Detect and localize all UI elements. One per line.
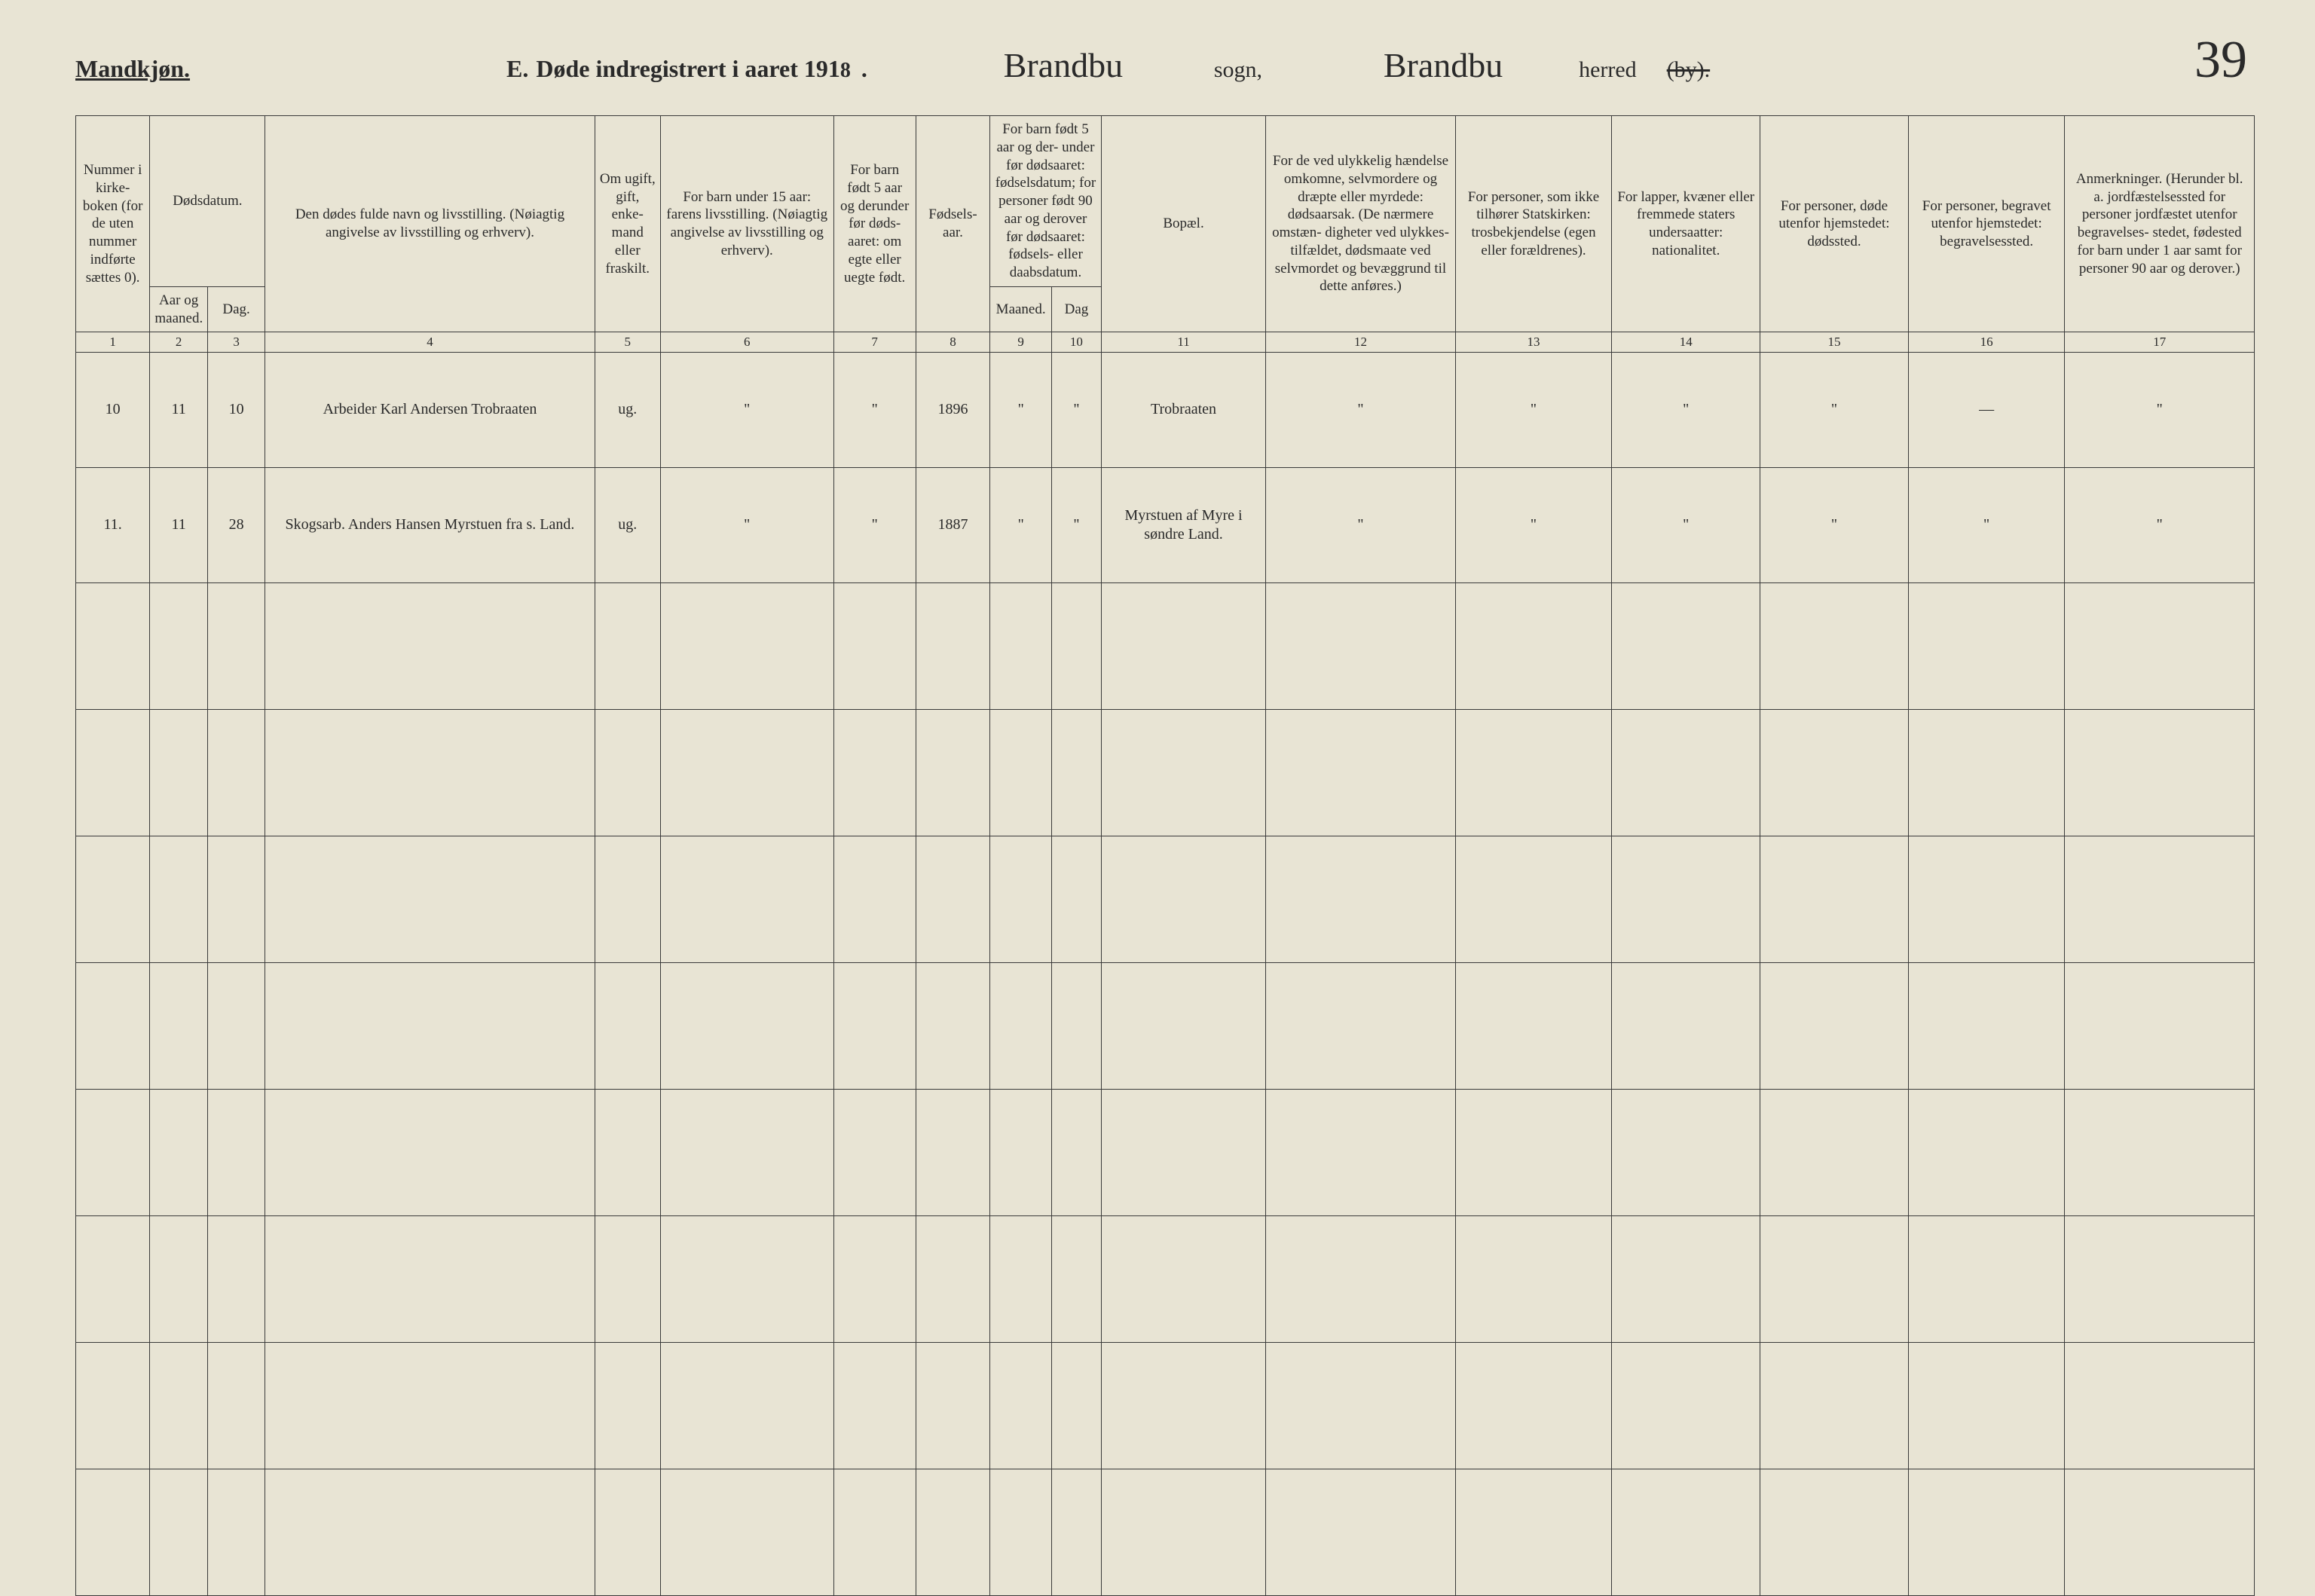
cell-c7: " [833,467,916,582]
colnum-11: 11 [1101,332,1266,352]
cell-c12: " [1266,352,1455,467]
table-body: 10 11 10 Arbeider Karl Andersen Trobraat… [76,352,2255,1595]
cell-num: 10 [76,352,150,467]
gender-heading: Mandkjøn. [75,55,190,83]
col-12-header: For de ved ulykkelig hændelse omkomne, s… [1266,116,1455,332]
cell-c7: " [833,352,916,467]
col-9-header-top: For barn født 5 aar og der- under før dø… [990,116,1102,287]
colnum-2: 2 [150,332,208,352]
colnum-1: 1 [76,332,150,352]
cell-aar: 11 [150,467,208,582]
colnum-7: 7 [833,332,916,352]
cell-c13: " [1455,352,1612,467]
colnum-13: 13 [1455,332,1612,352]
cell-c9a: " [990,352,1052,467]
register-page: 39 Mandkjøn. E. Døde indregistrert i aar… [0,0,2315,1512]
table-head: Nummer i kirke- boken (for de uten numme… [76,116,2255,353]
colnum-9: 9 [990,332,1052,352]
col-17-header: Anmerkninger. (Herunder bl. a. jordfæste… [2065,116,2255,332]
table-row-blank [76,1342,2255,1469]
cell-c9a: " [990,467,1052,582]
col-9a-header: Maaned. [990,286,1052,332]
cell-c14: " [1612,467,1760,582]
col-11-header: Bopæl. [1101,116,1266,332]
table-row-blank [76,582,2255,709]
title-prefix: Døde indregistrert i aaret 191 [536,55,839,83]
cell-c17: " [2065,352,2255,467]
colnum-3: 3 [207,332,265,352]
colnum-12: 12 [1266,332,1455,352]
table-row-blank [76,962,2255,1089]
cell-c6: " [661,352,834,467]
cell-name: Arbeider Karl Andersen Trobraaten [265,352,595,467]
cell-num: 11. [76,467,150,582]
cell-faar: 1896 [916,352,989,467]
col-9b-header: Dag [1052,286,1102,332]
col-15-header: For personer, døde utenfor hjemstedet: d… [1760,116,1909,332]
cell-c15: " [1760,352,1909,467]
cell-aar: 11 [150,352,208,467]
cell-status: ug. [595,352,660,467]
col-6-header: For barn under 15 aar: farens livsstilli… [661,116,834,332]
col-7-header: For barn født 5 aar og derunder før døds… [833,116,916,332]
column-number-row: 1 2 3 4 5 6 7 8 9 10 11 12 13 14 15 16 1… [76,332,2255,352]
cell-c17: " [2065,467,2255,582]
colnum-5: 5 [595,332,660,352]
table-row-blank [76,709,2255,836]
cell-faar: 1887 [916,467,989,582]
cell-name: Skogsarb. Anders Hansen Myrstuen fra s. … [265,467,595,582]
col-16-header: For personer, begravet utenfor hjemstede… [1908,116,2065,332]
cell-status: ug. [595,467,660,582]
col-14-header: For lapper, kvæner eller fremmede stater… [1612,116,1760,332]
cell-bopael: Trobraaten [1101,352,1266,467]
sogn-label: sogn, [1214,57,1262,83]
colnum-16: 16 [1908,332,2065,352]
page-number: 39 [2194,30,2247,90]
col-13-header: For personer, som ikke tilhører Statskir… [1455,116,1612,332]
colnum-17: 17 [2065,332,2255,352]
sogn-value: Brandbu [928,45,1199,85]
cell-c14: " [1612,352,1760,467]
colnum-10: 10 [1052,332,1102,352]
colnum-8: 8 [916,332,989,352]
cell-bopael: Myrstuen af Myre i søndre Land. [1101,467,1266,582]
table-row-blank [76,1089,2255,1215]
col-8-header: Fødsels- aar. [916,116,989,332]
cell-dag: 10 [207,352,265,467]
colnum-15: 15 [1760,332,1909,352]
cell-c13: " [1455,467,1612,582]
table-row-blank [76,1215,2255,1342]
register-table: Nummer i kirke- boken (for de uten numme… [75,115,2255,1596]
table-row-blank [76,1469,2255,1595]
col-2-header-top: Dødsdatum. [150,116,265,287]
colnum-6: 6 [661,332,834,352]
cell-c16: " [1908,467,2065,582]
col-1-header: Nummer i kirke- boken (for de uten numme… [76,116,150,332]
table-row: 11. 11 28 Skogsarb. Anders Hansen Myrstu… [76,467,2255,582]
col-4-header: Den dødes fulde navn og livsstilling. (N… [265,116,595,332]
cell-c9b: " [1052,352,1102,467]
col-2a-header: Aar og maaned. [150,286,208,332]
herred-label: herred [1579,57,1637,83]
table-row: 10 11 10 Arbeider Karl Andersen Trobraat… [76,352,2255,467]
cell-c9b: " [1052,467,1102,582]
year-suffix: 8 [840,59,855,83]
cell-dag: 28 [207,467,265,582]
col-2b-header: Dag. [207,286,265,332]
herred-value: Brandbu [1323,45,1564,85]
colnum-4: 4 [265,332,595,352]
cell-c16: — [1908,352,2065,467]
cell-c6: " [661,467,834,582]
cell-c12: " [1266,467,1455,582]
section-letter: E. [506,55,528,83]
table-row-blank [76,836,2255,962]
title-period: . [855,55,867,83]
col-5-header: Om ugift, gift, enke- mand eller fraskil… [595,116,660,332]
herred-by-struck: (by). [1667,57,1710,83]
colnum-14: 14 [1612,332,1760,352]
header-row: Mandkjøn. E. Døde indregistrert i aaret … [75,45,2255,85]
cell-c15: " [1760,467,1909,582]
